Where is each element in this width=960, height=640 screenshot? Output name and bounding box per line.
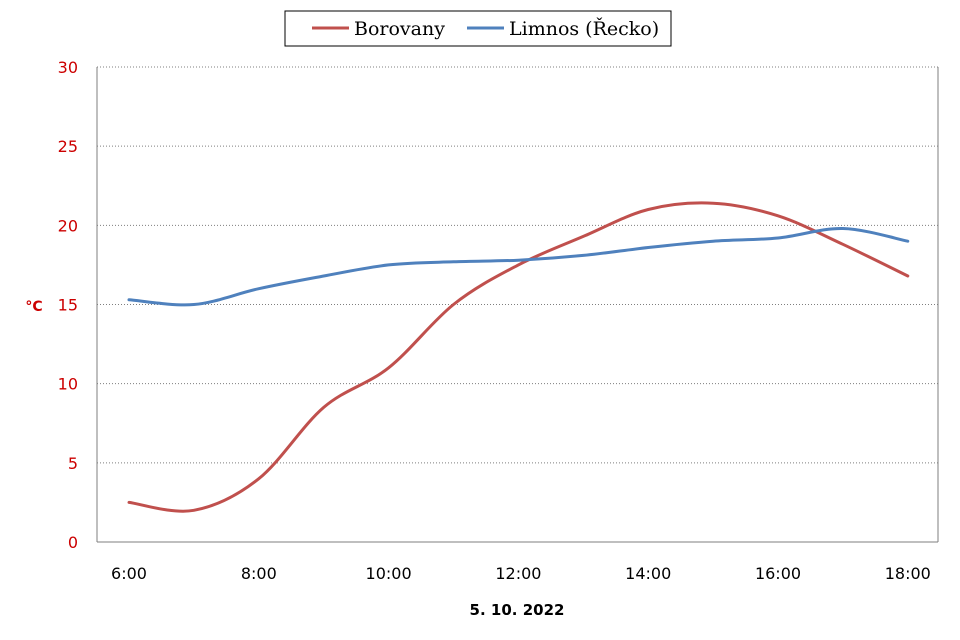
y-tick-label: 30 (58, 58, 78, 77)
grid-layer (97, 66, 938, 464)
x-tick-label: 14:00 (625, 564, 671, 583)
y-tick-label: 15 (58, 296, 78, 315)
y-axis-label: °C (25, 299, 42, 315)
x-tick-label: 12:00 (495, 564, 541, 583)
series-line-1 (127, 201, 910, 513)
series-line-2 (127, 226, 910, 307)
x-axis-label: 5. 10. 2022 (470, 601, 565, 619)
y-tick-label: 5 (68, 454, 78, 473)
y-tick-label: 0 (68, 533, 78, 552)
x-tick-label: 6:00 (111, 564, 147, 583)
y-tick-label: 25 (58, 137, 78, 156)
x-tick-label: 16:00 (755, 564, 801, 583)
y-tick-label: 10 (58, 375, 78, 394)
x-tick-label: 10:00 (366, 564, 412, 583)
legend-label: Borovany (354, 18, 445, 40)
series-layer (127, 201, 910, 513)
legend-label: Limnos (Řecko) (509, 17, 659, 40)
x-tick-label: 18:00 (885, 564, 931, 583)
axis-layer: 0 5 10 15 20 25 30 6:00 8:00 10:00 12:00 14:00 16:00… (58, 58, 939, 583)
y-tick-label: 20 (58, 216, 78, 235)
legend: Borovany Limnos (Řecko) (284, 10, 672, 47)
x-tick-label: 8:00 (241, 564, 277, 583)
